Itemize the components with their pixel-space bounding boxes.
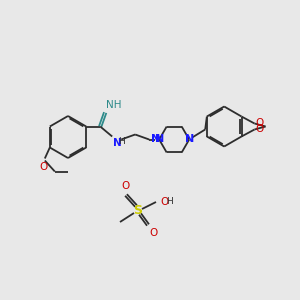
Text: O: O bbox=[149, 228, 157, 238]
Text: O: O bbox=[40, 161, 48, 172]
Text: N: N bbox=[154, 134, 164, 145]
Text: N: N bbox=[151, 134, 160, 145]
Text: S: S bbox=[134, 203, 142, 217]
Text: O: O bbox=[256, 124, 264, 134]
Text: O: O bbox=[160, 197, 168, 207]
Text: O: O bbox=[122, 181, 130, 191]
Text: N: N bbox=[184, 134, 194, 145]
Text: H: H bbox=[118, 137, 125, 146]
Text: H: H bbox=[166, 197, 173, 206]
Text: N: N bbox=[113, 137, 122, 148]
Text: O: O bbox=[256, 118, 264, 128]
Text: NH: NH bbox=[106, 100, 122, 110]
